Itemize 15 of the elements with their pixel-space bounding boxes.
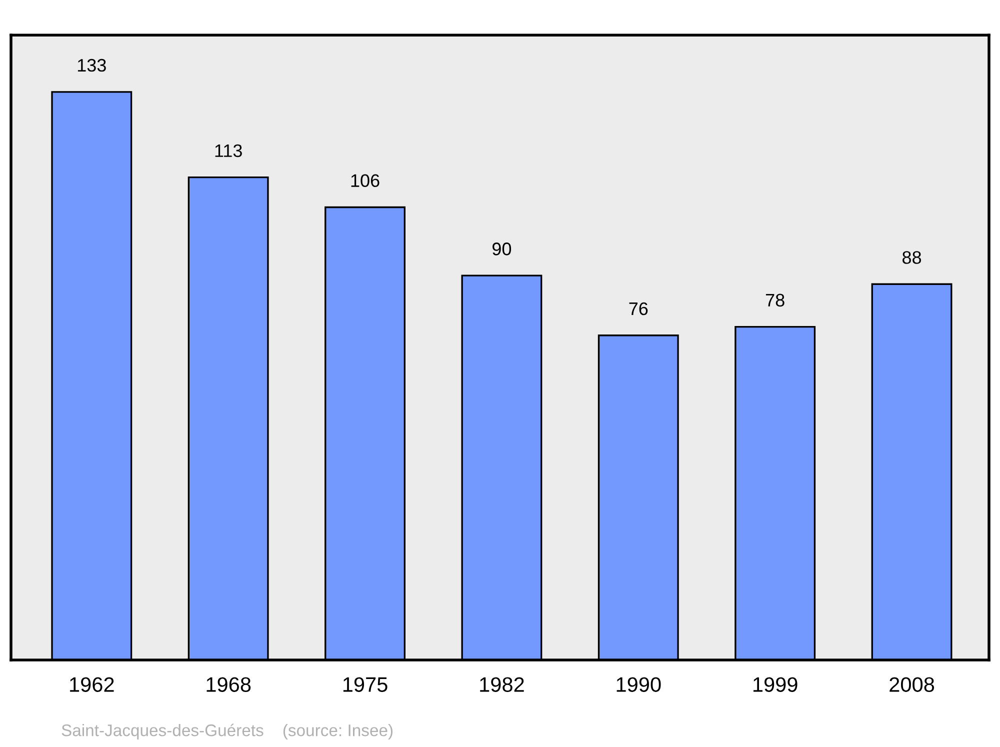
data-label: 113 [215, 144, 242, 158]
data-label: 88 [902, 251, 922, 264]
x-tick-label: 1982 [480, 677, 524, 692]
data-label: 106 [351, 174, 380, 187]
x-tick-label: 1990 [616, 677, 661, 692]
data-label: 90 [492, 242, 512, 256]
x-tick-label: 1999 [754, 677, 798, 692]
data-label: 133 [78, 58, 106, 72]
x-tick-label: 2008 [890, 677, 934, 692]
data-label: 78 [766, 294, 784, 307]
x-tick-label: 1968 [206, 677, 251, 692]
text: Saint-Jacques-des-Guérets (source: Insee) [62, 724, 393, 740]
data-label: 76 [629, 302, 648, 316]
x-tick-label: 1962 [70, 677, 114, 692]
x-tick-label: 1975 [343, 677, 388, 692]
